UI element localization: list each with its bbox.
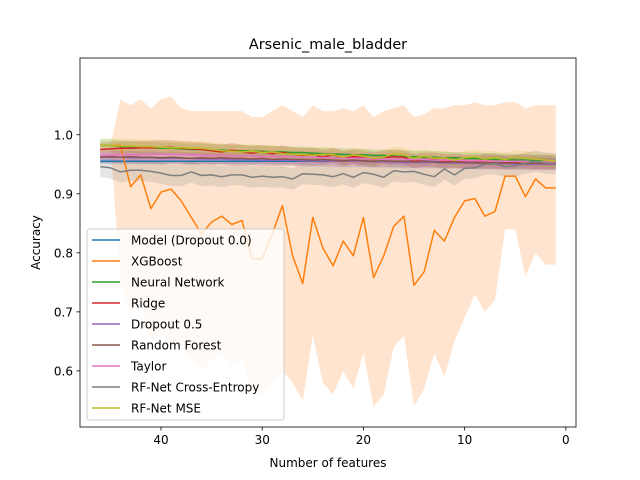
y-axis-ticks: 0.6 0.7 0.8 0.9 1.0: [54, 128, 80, 378]
x-axis-label: Number of features: [270, 456, 387, 470]
x-tick-label: 40: [153, 433, 168, 447]
legend: Model (Dropout 0.0) XGBoost Neural Network…: [86, 228, 285, 421]
y-tick-label: 0.8: [54, 246, 73, 260]
series-line-5: [100, 155, 556, 165]
x-axis-ticks: 40 30 20 10 0: [153, 427, 570, 447]
series-line-1: [100, 144, 556, 287]
y-tick-label: 1.0: [54, 128, 73, 142]
legend-label-6: Taylor: [130, 360, 166, 374]
legend-label-0: Model (Dropout 0.0): [131, 234, 252, 248]
legend-label-7: RF-Net Cross-Entropy: [131, 381, 259, 395]
y-tick-label: 0.9: [54, 187, 73, 201]
legend-label-2: Neural Network: [131, 276, 225, 290]
x-tick-label: 0: [562, 433, 570, 447]
y-tick-label: 0.6: [54, 364, 73, 378]
y-tick-label: 0.7: [54, 305, 73, 319]
series-line-6: [100, 153, 556, 163]
series-line-8: [100, 144, 556, 163]
legend-label-5: Random Forest: [131, 339, 222, 353]
x-tick-label: 20: [356, 433, 371, 447]
legend-label-1: XGBoost: [131, 255, 183, 269]
legend-label-4: Dropout 0.5: [131, 318, 202, 332]
series-lines: [100, 144, 556, 287]
series-line-7: [100, 160, 556, 180]
chart-title: Arsenic_male_bladder: [249, 37, 407, 53]
x-tick-label: 10: [457, 433, 472, 447]
x-tick-label: 30: [255, 433, 270, 447]
legend-label-3: Ridge: [131, 297, 165, 311]
y-axis-label: Accuracy: [29, 215, 43, 270]
legend-box: [86, 228, 285, 421]
plot-area-frame: [79, 57, 577, 428]
legend-label-8: RF-Net MSE: [131, 402, 201, 416]
